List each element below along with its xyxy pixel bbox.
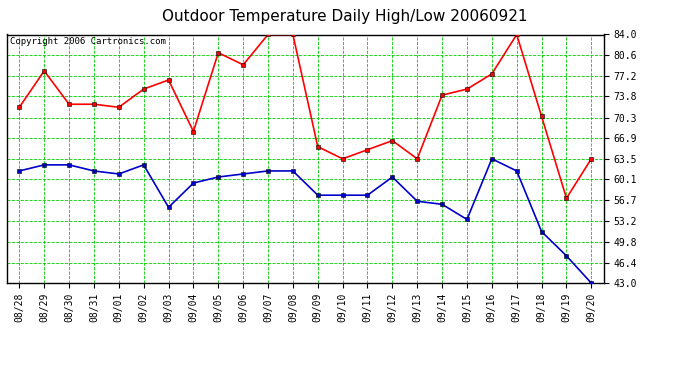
Text: Outdoor Temperature Daily High/Low 20060921: Outdoor Temperature Daily High/Low 20060… bbox=[162, 9, 528, 24]
Text: Copyright 2006 Cartronics.com: Copyright 2006 Cartronics.com bbox=[10, 37, 166, 46]
